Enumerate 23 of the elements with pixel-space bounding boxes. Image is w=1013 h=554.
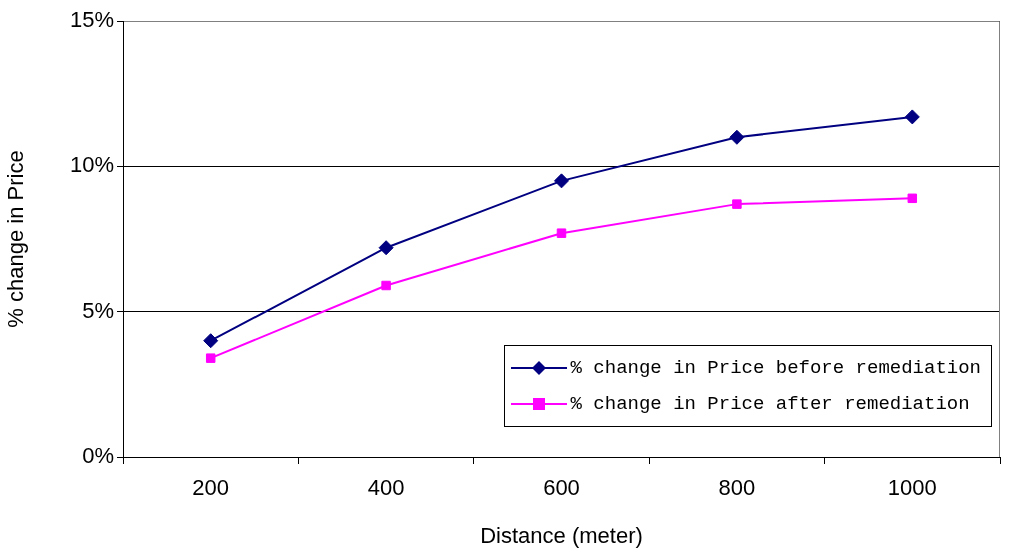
y-tick-label: 5% (82, 297, 114, 323)
x-tick-label: 200 (192, 475, 230, 501)
x-axis-title: Distance (meter) (480, 522, 643, 548)
x-tick-label: 800 (718, 475, 756, 501)
point (732, 199, 742, 209)
legend-label: % change in Price after remediation (570, 393, 970, 415)
point (203, 333, 219, 349)
point (205, 353, 216, 363)
y-tick-label: 0% (82, 443, 114, 469)
y-tick-label: 15% (69, 7, 114, 33)
point (907, 193, 918, 204)
point (729, 129, 745, 145)
point (381, 280, 391, 291)
y-tick-label: 10% (69, 152, 114, 178)
x-tick-label: 600 (543, 475, 580, 501)
point (554, 173, 569, 189)
x-tick-label: 400 (367, 475, 405, 501)
point (378, 240, 394, 256)
point (904, 109, 920, 125)
legend-label: % change in Price before remediation (570, 357, 981, 379)
point (556, 228, 567, 238)
y-axis-title: % change in Price (3, 150, 29, 328)
x-tick-label: 1000 (887, 475, 937, 501)
